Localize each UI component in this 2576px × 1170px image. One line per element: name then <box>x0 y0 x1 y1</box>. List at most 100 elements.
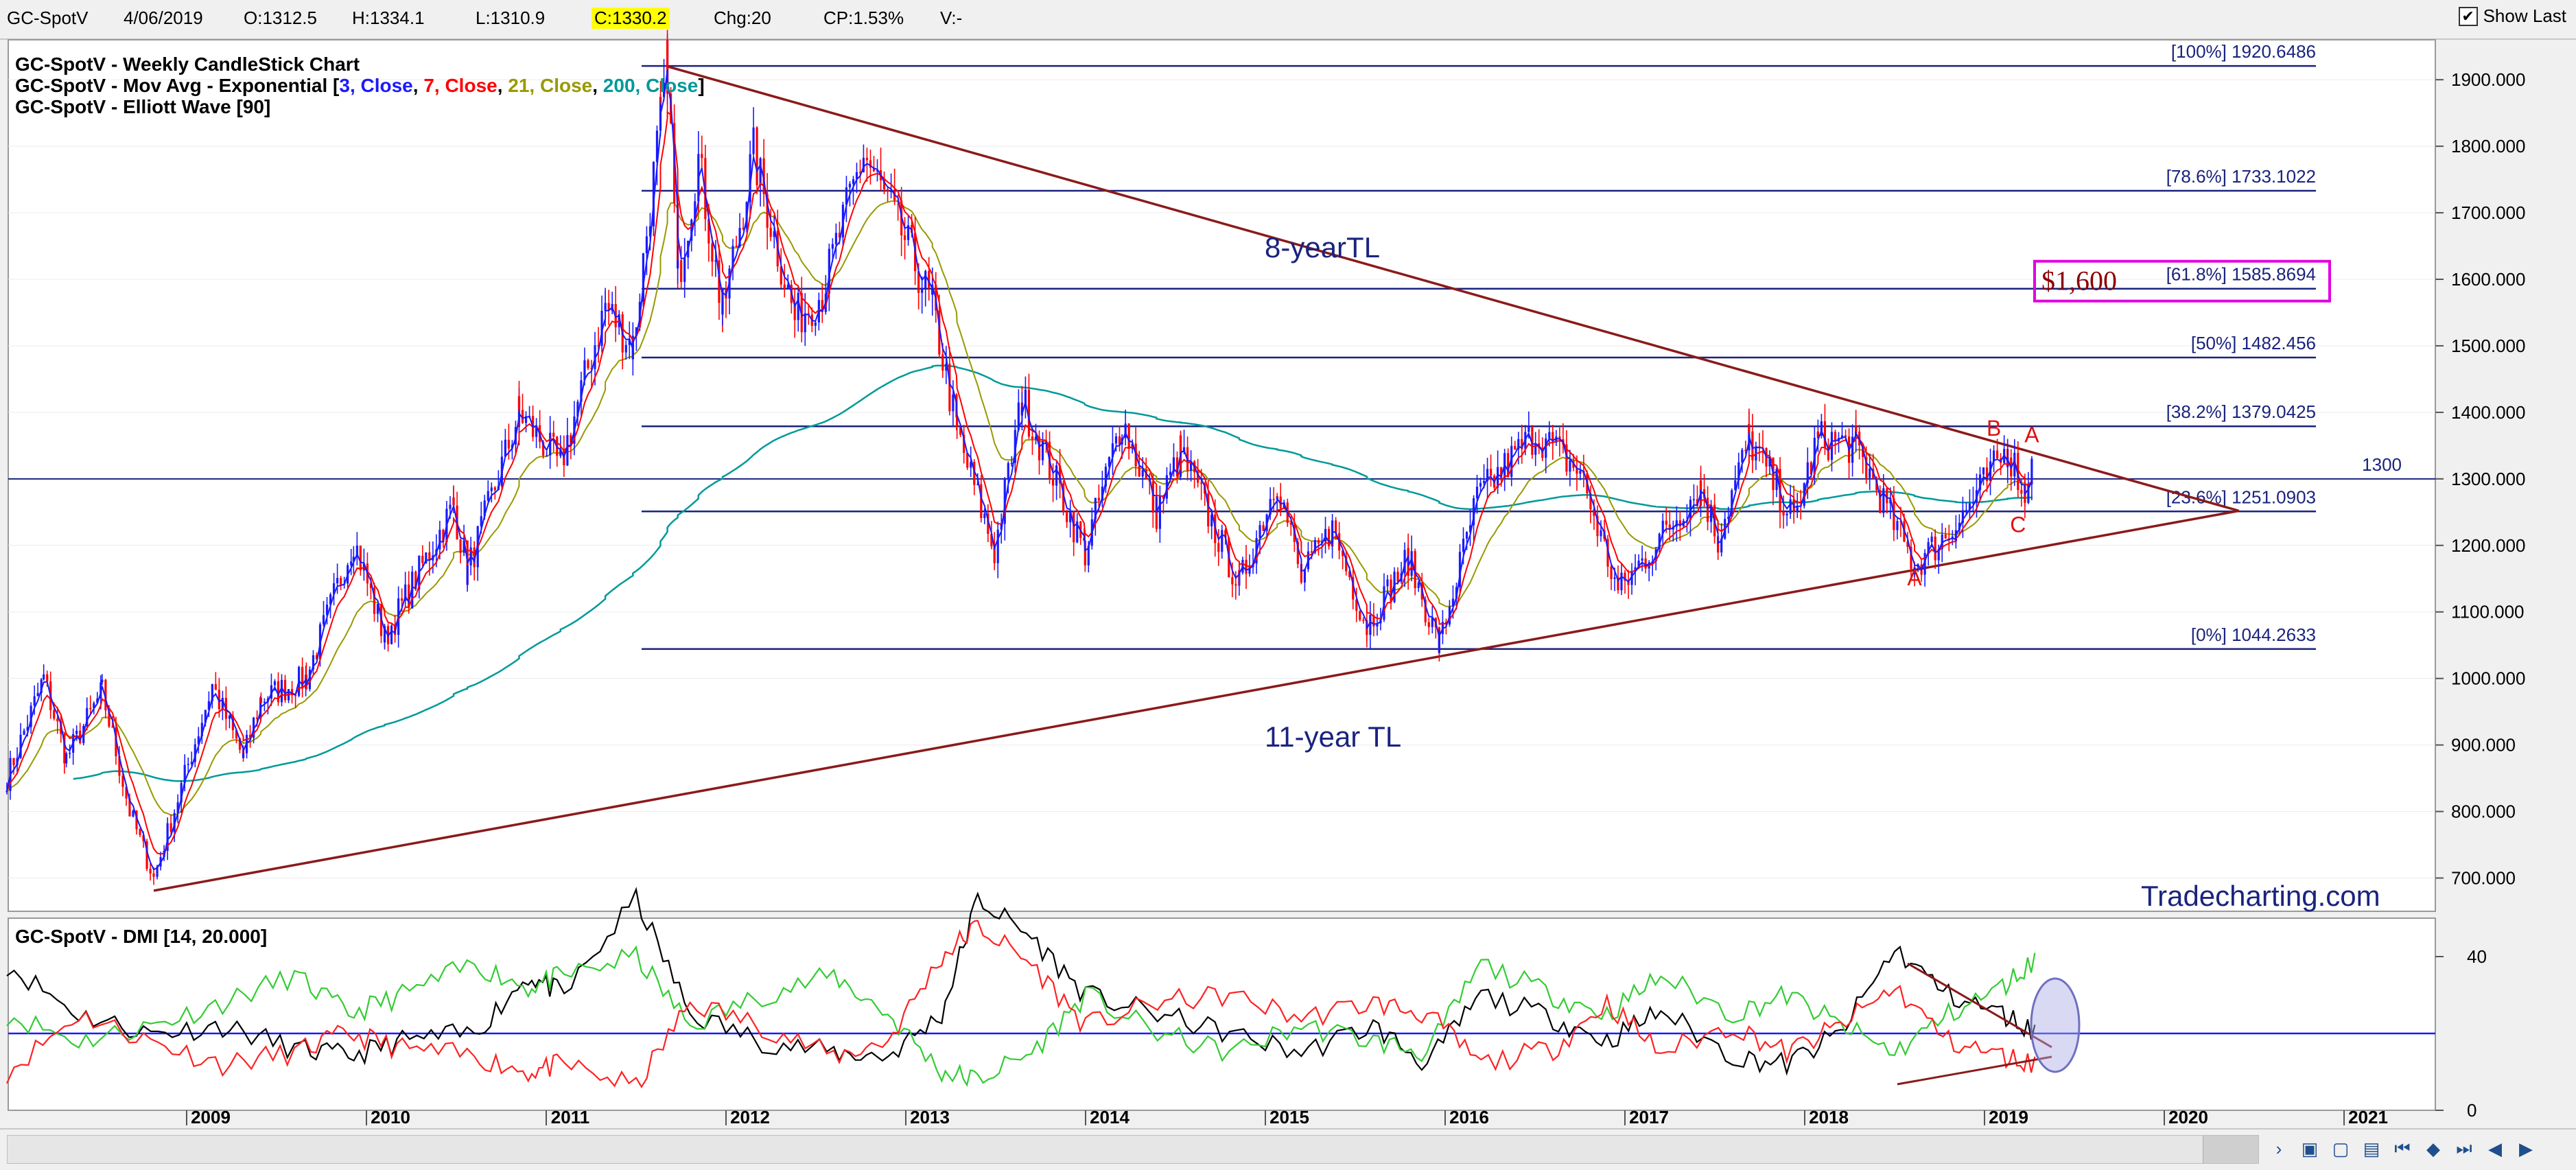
jump-end-icon[interactable]: ⏭ <box>2456 1138 2472 1158</box>
candle-body <box>1579 470 1582 474</box>
candle-body <box>5 791 8 793</box>
candle-body <box>373 587 376 614</box>
candle-body <box>1451 598 1455 607</box>
price-panel[interactable] <box>8 39 2436 912</box>
candle-body <box>332 583 336 595</box>
show-last-label: Show Last <box>2483 5 2566 26</box>
step-back-icon[interactable]: ◀ <box>2488 1138 2502 1159</box>
candle-body <box>666 40 669 94</box>
candle-body <box>1172 457 1175 472</box>
high-value: H:1334.1 <box>352 8 425 28</box>
symbol-label[interactable]: GC-SpotV <box>7 8 89 28</box>
legend-ma-sep-3: , <box>592 75 603 96</box>
candle-body <box>352 557 355 562</box>
candle-body <box>966 453 969 468</box>
candle-body <box>1634 567 1637 571</box>
chart-settings-icon[interactable]: ▤ <box>2363 1138 2380 1159</box>
candle-body <box>401 598 403 601</box>
candle-body <box>108 710 110 727</box>
jump-start-icon[interactable]: ⏮ <box>2394 1138 2411 1158</box>
candle-body <box>980 484 983 518</box>
candle-body <box>587 360 589 368</box>
zoom-in-icon[interactable]: ▣ <box>2301 1138 2319 1159</box>
candle-body <box>941 354 944 371</box>
candle-body <box>1923 552 1926 575</box>
zoom-out-icon[interactable]: ▢ <box>2332 1138 2350 1159</box>
date-tick-label: 2016 <box>1449 1107 1489 1127</box>
candle-body <box>1118 436 1121 445</box>
candle-body <box>956 417 959 427</box>
navigation-bar: › ▣ ▢ ▤ ⏮ ◆ ⏭ ◀ ▶ <box>0 1128 2576 1170</box>
candle-body <box>2027 484 2030 503</box>
candle-body <box>1138 466 1140 477</box>
trendlines <box>153 65 2240 892</box>
step-forward-icon[interactable]: ▶ <box>2519 1138 2533 1159</box>
candle-body <box>821 300 823 312</box>
candle-body <box>1055 465 1058 486</box>
price-tick-label: 1600.000 <box>2451 269 2525 290</box>
show-last-toggle[interactable]: ✔ Show Last <box>2458 5 2566 27</box>
candle-body <box>473 547 476 568</box>
candle-body <box>504 439 506 457</box>
upper-trendline-label: 8-yearTL <box>1265 231 1380 264</box>
price-axis[interactable]: 700.000 800.000 900.000 1000.000 1100.000 120… <box>2435 69 2525 889</box>
candle-body <box>1490 469 1492 476</box>
candle-body <box>1500 467 1503 478</box>
dmi-tick-label: 0 <box>2467 1100 2477 1121</box>
scrollbar-thumb[interactable] <box>2203 1136 2258 1163</box>
fit-view-icon[interactable]: ◆ <box>2426 1138 2440 1159</box>
candle-body <box>1283 502 1285 509</box>
candle-body <box>277 681 280 703</box>
candle-body <box>1641 558 1643 561</box>
ema-3-path <box>6 69 2033 871</box>
candle-body <box>970 462 972 468</box>
candle-body <box>1362 620 1365 621</box>
candle-body <box>1031 436 1034 440</box>
candle-body <box>1145 470 1147 480</box>
date-axis[interactable]: 2009 2010 2011 2012 2013 2014 2015 2016 2017 2018… <box>186 1107 2388 1127</box>
candle-body <box>1576 467 1578 474</box>
candle-body <box>1644 558 1647 569</box>
candle-body <box>642 253 644 302</box>
legend-ma-21: 21, Close <box>508 75 592 96</box>
candle-body <box>312 655 315 670</box>
legend-ma-7: 7, Close <box>423 75 497 96</box>
candle-body <box>1906 541 1909 547</box>
price-tick-label: 1900.000 <box>2451 69 2525 90</box>
candle-body <box>845 187 848 205</box>
change-value: Chg:20 <box>714 8 771 28</box>
candle-body <box>1510 445 1513 477</box>
candle-body <box>1097 498 1100 501</box>
candle-body <box>1427 622 1430 627</box>
legend-ma-prefix: GC-SpotV - Mov Avg - Exponential [ <box>15 75 339 96</box>
date-tick-label: 2021 <box>2348 1107 2388 1127</box>
horizontal-scrollbar[interactable] <box>7 1135 2259 1164</box>
candle-body <box>359 546 362 571</box>
candle-body <box>1717 546 1720 553</box>
price-tick-label: 1700.000 <box>2451 202 2525 223</box>
candle-body <box>325 605 329 616</box>
candle-body <box>752 127 755 154</box>
candle-body <box>1038 436 1041 460</box>
candle-body <box>1296 541 1299 564</box>
show-last-checkbox[interactable]: ✔ <box>2458 6 2478 26</box>
candle-body <box>340 578 342 585</box>
candle-body <box>1345 556 1348 572</box>
candle-body <box>1342 550 1344 557</box>
candle-body <box>1834 432 1837 442</box>
candle-body <box>121 775 124 787</box>
scroll-right-icon[interactable]: › <box>2275 1138 2282 1159</box>
candle-body <box>1706 498 1709 522</box>
candle-body <box>214 684 217 690</box>
candle-body <box>1569 460 1571 472</box>
candle-body <box>1630 570 1633 585</box>
elliott-wave-labels: B ACA <box>1907 416 2039 590</box>
candle-body <box>1101 487 1103 501</box>
candle-body <box>1947 538 1950 539</box>
candle-body <box>242 753 245 758</box>
candle-body <box>1844 435 1847 437</box>
candle-body <box>1613 577 1616 579</box>
candle-body <box>1175 457 1179 477</box>
dmi-highlight-ellipse <box>2030 977 2081 1073</box>
candle-body <box>459 539 462 553</box>
